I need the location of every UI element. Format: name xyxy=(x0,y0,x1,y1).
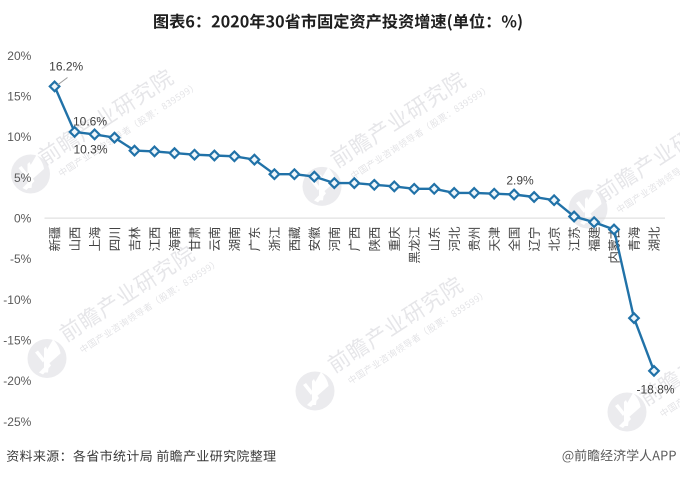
svg-text:20%: 20% xyxy=(7,49,31,63)
svg-text:5%: 5% xyxy=(14,171,32,185)
svg-text:0%: 0% xyxy=(14,212,32,226)
svg-text:16.2%: 16.2% xyxy=(49,60,83,74)
svg-text:-15%: -15% xyxy=(3,333,31,347)
svg-text:10.6%: 10.6% xyxy=(73,115,107,129)
svg-text:-20%: -20% xyxy=(3,374,31,388)
svg-text:2.9%: 2.9% xyxy=(506,174,534,188)
svg-text:10%: 10% xyxy=(7,130,31,144)
svg-text:-10%: -10% xyxy=(3,293,31,307)
svg-text:-5%: -5% xyxy=(10,252,32,266)
svg-text:10.3%: 10.3% xyxy=(73,143,107,157)
svg-text:-18.8%: -18.8% xyxy=(636,383,674,397)
svg-text:15%: 15% xyxy=(7,90,31,104)
svg-text:-25%: -25% xyxy=(3,415,31,429)
